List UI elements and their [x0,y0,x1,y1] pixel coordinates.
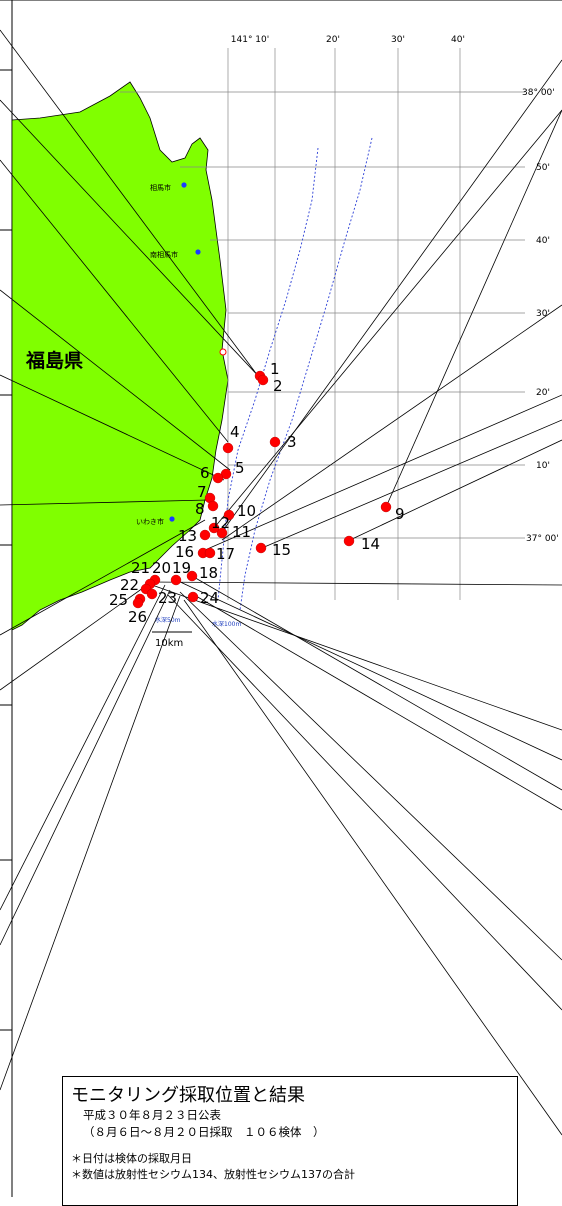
point-label-13: 13 [178,527,197,545]
point-dot-19[interactable] [170,574,182,586]
legend-spacer [71,1141,509,1151]
city-label-iwaki: いわき市 [136,517,164,526]
point-dot-14[interactable] [343,535,355,547]
scale-label: 10km [155,638,183,649]
point-label-11: 11 [232,523,251,541]
depth-label-50m: 水深50m [155,616,181,624]
city-dot-soma [181,182,187,188]
depth-label-100m: 水深100m [212,620,241,628]
point-dot-26[interactable] [132,597,144,609]
point-label-25: 25 [109,591,128,609]
point-label-12: 12 [211,514,230,532]
point-label-26: 26 [128,608,147,626]
point-dot-2[interactable] [257,374,269,386]
point-dot-24[interactable] [187,591,199,603]
point-label-23: 23 [158,589,177,607]
point-dot-11[interactable] [216,527,228,539]
point-label-7: 7 [197,483,207,501]
point-label-15: 15 [272,541,291,559]
point-label-21: 21 [131,559,150,577]
point-dot-12[interactable] [208,522,220,534]
point-label-2: 2 [273,377,283,395]
point-dot-15[interactable] [255,542,267,554]
sampling-point-labels: 1 2 3 4 5 6 7 8 9 10 11 12 13 14 15 16 1… [109,360,405,626]
depth-contours [217,137,373,611]
city-label-soma: 相馬市 [150,183,171,192]
point-label-1: 1 [270,360,280,378]
lon-label-40: 40' [451,35,465,45]
sampling-point-dots [132,370,392,609]
point-label-14: 14 [361,535,380,553]
point-dot-18[interactable] [186,570,198,582]
lat-label-10: 10' [536,461,550,471]
prefecture-label: 福島県 [25,349,83,372]
point-dot-13[interactable] [199,529,211,541]
point-label-24: 24 [200,589,219,607]
point-label-8: 8 [195,500,205,518]
legend-note-value: ＊数値は放射性セシウム134、放射性セシウム137の合計 [71,1168,355,1181]
point-label-20: 20 [152,559,171,577]
point-dot-6[interactable] [212,472,224,484]
legend-published: 平成３０年８月２３日公表 [83,1108,221,1122]
point-label-10: 10 [237,502,256,520]
lat-label-20: 20' [536,388,550,398]
point-label-5: 5 [235,459,245,477]
lat-label-30: 30' [536,309,550,319]
legend-title: モニタリング採取位置と結果 [71,1085,305,1106]
legend-note-date: ＊日付は検体の採取月日 [71,1152,192,1165]
city-label-minamisoma: 南相馬市 [150,250,178,259]
point-label-3: 3 [287,433,297,451]
lat-lon-grid [120,48,525,600]
lon-label-10: 141° 10' [231,35,269,45]
point-label-17: 17 [216,545,235,563]
point-dot-4[interactable] [222,442,234,454]
point-label-16: 16 [175,543,194,561]
point-dot-3[interactable] [269,436,281,448]
point-dot-8[interactable] [207,500,219,512]
point-dot-9[interactable] [380,501,392,513]
point-dot-23[interactable] [146,588,158,600]
city-dot-minamisoma [195,249,201,255]
legend-period: （８月６日～８月２０日採取 １０６検体 ） [83,1125,325,1139]
power-plant-marker [219,348,227,356]
legend-box: モニタリング採取位置と結果 平成３０年８月２３日公表 （８月６日～８月２０日採取… [62,1076,518,1206]
point-dot-10[interactable] [223,509,235,521]
point-label-18: 18 [199,564,218,582]
lat-label-37-00: 37° 00' [526,534,559,544]
lat-label-40: 40' [536,236,550,246]
point-dot-17[interactable] [204,547,216,559]
point-label-4: 4 [230,423,240,441]
lat-label-50: 50' [536,163,550,173]
leader-lines [0,29,562,1136]
point-label-19: 19 [172,559,191,577]
point-label-9: 9 [395,505,405,523]
lon-label-20: 20' [326,35,340,45]
lon-label-30: 30' [391,35,405,45]
point-label-22: 22 [120,576,139,594]
point-label-6: 6 [200,464,210,482]
city-dot-iwaki [169,516,175,522]
